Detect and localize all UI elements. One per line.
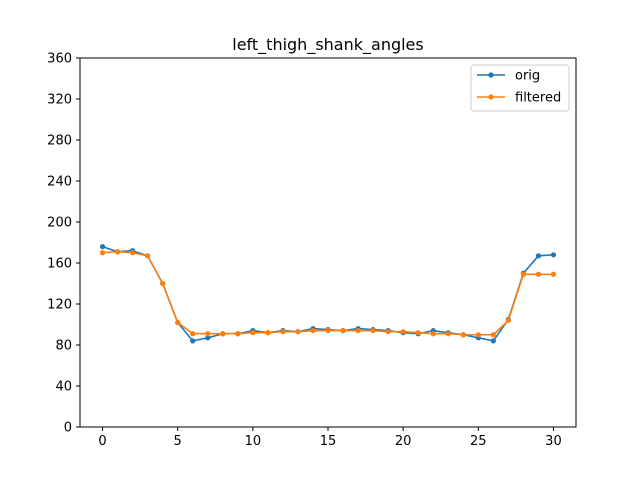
data-point-filtered [340,328,346,334]
y-tick-label: 240 [47,175,72,190]
data-point-filtered [415,330,421,336]
data-point-filtered [265,330,271,336]
x-tick-label: 25 [470,434,487,449]
legend: orig filtered [470,64,570,112]
data-point-filtered [130,250,136,256]
data-point-filtered [430,331,436,337]
data-point-filtered [490,332,496,338]
data-point-filtered [445,331,451,337]
data-point-filtered [220,331,226,337]
data-point-orig [190,338,196,344]
x-tick-label: 0 [98,434,106,449]
x-tick-label: 20 [395,434,412,449]
axes: 0 5 10 15 20 25 30 0 40 80 120 160 200 240 280 320 360 [47,52,577,449]
data-point-filtered [355,328,361,334]
data-point-filtered [145,253,151,259]
data-point-filtered [460,332,466,338]
data-point-filtered [535,271,542,277]
legend-marker-filtered [488,94,494,100]
data-point-filtered [310,328,316,334]
y-tick-label: 120 [47,298,72,313]
x-tick-label: 5 [174,434,182,449]
x-tick-label: 10 [245,434,262,449]
data-point-filtered [370,328,376,334]
y-tick-label: 40 [55,380,72,395]
y-tick-label: 0 [64,421,72,436]
legend-label-filtered: filtered [515,91,561,106]
x-tick-label: 15 [320,434,337,449]
legend-label-orig: orig [515,69,540,84]
data-point-filtered [475,332,481,338]
data-point-filtered [295,329,301,335]
data-point-filtered [250,330,256,336]
y-tick-label: 280 [47,134,72,149]
y-tick-label: 200 [47,216,72,231]
y-tick-label: 80 [55,339,72,354]
data-point-filtered [114,249,121,255]
data-point-filtered [99,250,106,256]
chart-title: left_thigh_shank_angles [232,35,423,55]
x-tick-label: 30 [545,434,562,449]
data-point-orig [535,253,542,259]
data-point-filtered [190,331,196,337]
series-filtered [99,249,557,338]
data-point-orig [550,252,557,258]
legend-box [470,64,570,112]
legend-marker-orig [488,72,494,78]
data-point-filtered [325,328,331,334]
y-tick-label: 160 [47,257,72,272]
data-point-orig [490,338,496,344]
data-point-filtered [280,329,286,335]
data-point-filtered [385,329,391,335]
y-tick-label: 320 [47,93,72,108]
data-point-filtered [175,319,181,326]
data-point-orig [205,335,211,341]
data-point-orig [99,244,106,250]
data-point-filtered [160,280,166,287]
data-point-filtered [235,331,241,337]
data-point-filtered [400,329,406,335]
data-point-filtered [520,271,526,277]
y-tick-label: 360 [47,52,72,67]
series-layer [99,244,557,344]
data-point-filtered [550,271,557,277]
data-point-filtered [505,317,511,323]
data-point-filtered [205,331,211,337]
